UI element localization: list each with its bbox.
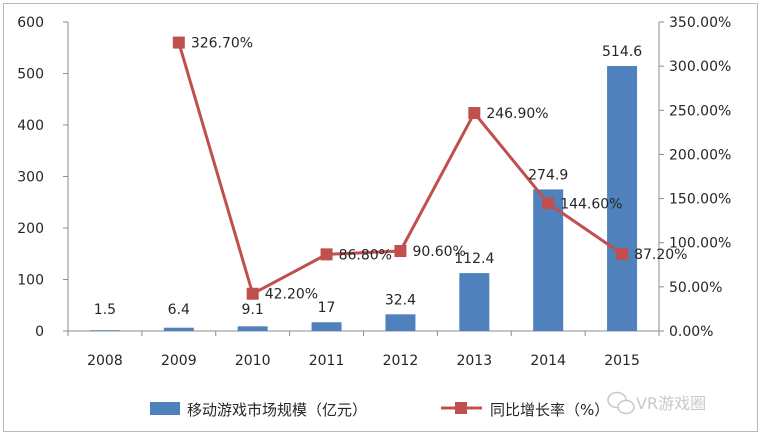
bar-value-label: 9.1: [242, 302, 264, 318]
line-marker: [394, 245, 407, 258]
left-tick-label: 500: [17, 67, 44, 83]
right-tick-label: 100.00%: [669, 236, 731, 252]
bar-value-label: 274.9: [528, 167, 568, 183]
x-tick-label: 2009: [161, 353, 197, 369]
bar-value-label: 6.4: [168, 302, 190, 318]
left-tick-label: 200: [17, 221, 44, 237]
watermark: VR游戏圈: [607, 391, 706, 415]
x-tick-label: 2012: [383, 353, 419, 369]
right-axis: 0.00% 50.00% 100.00% 150.00% 200.00% 250.00% 3…: [658, 15, 731, 340]
bar-value-label: 32.4: [385, 292, 416, 308]
left-tick-label: 100: [17, 273, 44, 289]
bar: [385, 314, 416, 331]
line-marker: [468, 107, 481, 120]
line-value-label: 87.20%: [634, 247, 687, 263]
legend-bar-label: 移动游戏市场规模（亿元）: [187, 401, 367, 419]
bar-value-label: 1.5: [94, 302, 116, 318]
legend-bar-swatch: [150, 402, 180, 415]
combo-chart: 0 100 200 300 400 500 600 0.00% 50.00% 100.00% 15…: [17, 15, 731, 419]
bar: [237, 326, 268, 331]
line-series: [172, 36, 629, 300]
x-tick-label: 2015: [604, 353, 640, 369]
x-tick-label: 2010: [235, 353, 271, 369]
line-value-label: 326.70%: [191, 36, 253, 52]
line-marker: [246, 287, 259, 300]
bar: [163, 327, 194, 331]
wechat-icon: [607, 391, 635, 415]
line-data-labels: 326.70% 42.20% 86.80% 90.60% 246.90% 144.60% 8…: [191, 36, 688, 303]
line-value-label: 144.60%: [560, 196, 622, 212]
bar-series: [89, 65, 638, 331]
bar-data-labels: 1.5 6.4 9.1 17 32.4 112.4 274.9 514.6: [94, 44, 642, 318]
x-tick-label: 2011: [309, 353, 345, 369]
bar: [533, 189, 564, 331]
line-value-label: 246.90%: [486, 106, 548, 122]
right-tick-label: 200.00%: [669, 147, 731, 163]
left-tick-label: 600: [17, 15, 44, 31]
line-marker: [542, 197, 555, 210]
bar-value-label: 17: [318, 300, 336, 316]
right-tick-label: 0.00%: [669, 324, 713, 340]
bar: [311, 322, 342, 331]
left-tick-label: 400: [17, 118, 44, 134]
line-value-label: 42.20%: [265, 287, 318, 303]
left-tick-label: 0: [35, 324, 44, 340]
right-tick-label: 350.00%: [669, 15, 731, 31]
line-marker: [172, 36, 185, 49]
legend-line-marker: [455, 402, 467, 414]
bar: [607, 65, 638, 331]
left-axis: 0 100 200 300 400 500 600: [17, 15, 69, 340]
right-tick-label: 50.00%: [669, 280, 722, 296]
bar: [89, 330, 120, 331]
x-tick-label: 2008: [87, 353, 123, 369]
right-tick-label: 150.00%: [669, 192, 731, 208]
chart-frame: 0 100 200 300 400 500 600 0.00% 50.00% 100.00% 15…: [3, 3, 758, 432]
x-axis: 2008 2009 2010 2011 2012 2013 2014 2015: [67, 330, 660, 369]
legend-line-label: 同比增长率（%）: [490, 401, 609, 419]
bar-value-label: 112.4: [454, 251, 494, 267]
x-tick-label: 2014: [530, 353, 566, 369]
watermark-text: VR游戏圈: [636, 394, 706, 413]
line-value-label: 86.80%: [339, 247, 392, 263]
legend: 移动游戏市场规模（亿元） 同比增长率（%）: [150, 401, 609, 419]
line-marker: [320, 248, 333, 261]
bar: [459, 273, 490, 331]
line-value-label: 90.60%: [412, 244, 465, 260]
left-tick-label: 300: [17, 170, 44, 186]
bar-value-label: 514.6: [602, 44, 642, 60]
right-tick-label: 250.00%: [669, 103, 731, 119]
x-tick-label: 2013: [456, 353, 492, 369]
right-tick-label: 300.00%: [669, 59, 731, 75]
line-marker: [616, 248, 629, 261]
